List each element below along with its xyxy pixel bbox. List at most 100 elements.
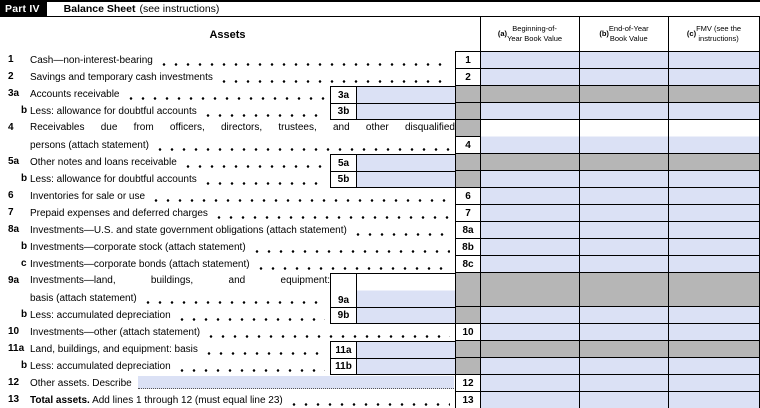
shaded-cell-11a-a	[480, 341, 579, 358]
dot-leader	[202, 343, 325, 356]
line-11a-label: Land, buildings, and equipment: basis	[30, 344, 198, 355]
field-12-describe[interactable]	[137, 376, 454, 389]
line-8b-label: Investments—corporate stock (attach stat…	[30, 242, 246, 253]
line-6-box: 6	[455, 188, 480, 205]
dot-leader	[141, 292, 325, 305]
dot-leader	[153, 139, 450, 152]
field-2b[interactable]	[579, 69, 668, 86]
field-1c[interactable]	[668, 52, 760, 69]
field-12a[interactable]	[480, 375, 579, 392]
field-9a-amount[interactable]	[356, 273, 455, 307]
row-10-investments-other: 10 Investments—other (attach statement) …	[0, 324, 760, 341]
line-4-label: Receivables due from officers, directors…	[30, 122, 455, 133]
field-2c[interactable]	[668, 69, 760, 86]
field-11b-c[interactable]	[668, 358, 760, 375]
field-3b-amount[interactable]	[356, 103, 455, 120]
col-a-header: (a) Beginning-of- Year Book Value	[480, 17, 579, 52]
col-b-header: (b) End-of-Year Book Value	[579, 17, 668, 52]
field-11b-a[interactable]	[480, 358, 579, 375]
field-11b-b[interactable]	[579, 358, 668, 375]
field-3a-amount[interactable]	[356, 86, 455, 103]
dot-leader	[212, 207, 450, 220]
field-7b[interactable]	[579, 205, 668, 222]
field-9b-c[interactable]	[668, 307, 760, 324]
shaded-cell-5a-a	[480, 154, 579, 171]
field-5a-amount[interactable]	[356, 154, 455, 171]
field-11a-amount[interactable]	[356, 341, 455, 358]
field-9b-amount[interactable]	[356, 307, 455, 324]
dot-leader	[201, 105, 325, 118]
field-4c[interactable]	[668, 120, 760, 154]
field-5b-amount[interactable]	[356, 171, 455, 188]
section-title-note: (see instructions)	[139, 3, 220, 15]
field-3b-b[interactable]	[579, 103, 668, 120]
field-13c[interactable]	[668, 392, 760, 408]
field-8c-c[interactable]	[668, 256, 760, 273]
field-6c[interactable]	[668, 188, 760, 205]
field-1a[interactable]	[480, 52, 579, 69]
field-6a[interactable]	[480, 188, 579, 205]
field-8c-b[interactable]	[579, 256, 668, 273]
field-4a[interactable]	[480, 120, 579, 154]
line-12-label: Other assets. Describe	[30, 378, 132, 389]
field-8b-c[interactable]	[668, 239, 760, 256]
field-8c-a[interactable]	[480, 256, 579, 273]
line-3a-number: 3a	[8, 88, 20, 99]
line-2-number: 2	[8, 71, 14, 82]
dot-leader	[250, 241, 450, 254]
line-5b-number: b	[21, 173, 28, 184]
field-2a[interactable]	[480, 69, 579, 86]
field-10c[interactable]	[668, 324, 760, 341]
line-11a-number: 11a	[8, 343, 25, 354]
field-8b-b[interactable]	[579, 239, 668, 256]
field-8a-c[interactable]	[668, 222, 760, 239]
field-5b-b[interactable]	[579, 171, 668, 188]
shaded-numcol-9a	[455, 273, 480, 307]
field-4b[interactable]	[579, 120, 668, 154]
line-8c-box: 8c	[455, 256, 480, 273]
field-12b[interactable]	[579, 375, 668, 392]
field-8b-a[interactable]	[480, 239, 579, 256]
field-8a-a[interactable]	[480, 222, 579, 239]
field-3b-a[interactable]	[480, 103, 579, 120]
shaded-numcol-11a	[455, 341, 480, 358]
field-3b-c[interactable]	[668, 103, 760, 120]
row-13-total-assets: 13 Total assets. Add lines 1 through 12 …	[0, 392, 760, 408]
field-10a[interactable]	[480, 324, 579, 341]
shaded-cell-11a-c	[668, 341, 760, 358]
field-5b-a[interactable]	[480, 171, 579, 188]
dot-leader	[201, 173, 325, 186]
field-7a[interactable]	[480, 205, 579, 222]
col-c-header: (c) FMV (see the instructions)	[668, 17, 760, 52]
field-10b[interactable]	[579, 324, 668, 341]
field-5b-c[interactable]	[668, 171, 760, 188]
field-7c[interactable]	[668, 205, 760, 222]
field-12c[interactable]	[668, 375, 760, 392]
line-3b-number: b	[21, 105, 28, 116]
line-8c-label: Investments—corporate bonds (attach stat…	[30, 259, 250, 270]
field-8a-b[interactable]	[579, 222, 668, 239]
assets-heading: Assets	[209, 28, 246, 41]
field-13b[interactable]	[579, 392, 668, 408]
line-10-number: 10	[8, 326, 20, 337]
row-5a-other-notes: 5a Other notes and loans receivable 5a	[0, 154, 760, 171]
field-11b-amount[interactable]	[356, 358, 455, 375]
field-1b[interactable]	[579, 52, 668, 69]
row-3a-accounts-receivable: 3a Accounts receivable 3a	[0, 86, 760, 103]
shaded-numcol-4	[456, 120, 480, 137]
dot-leader	[175, 360, 325, 373]
row-8a-investments-gov: 8a Investments—U.S. and state government…	[0, 222, 760, 239]
field-6b[interactable]	[579, 188, 668, 205]
line-8c-number: c	[21, 258, 27, 269]
line-3b-label: Less: allowance for doubtful accounts	[30, 106, 197, 117]
line-9b-label: Less: accumulated depreciation	[30, 310, 171, 321]
line-6-number: 6	[8, 190, 14, 201]
field-9b-b[interactable]	[579, 307, 668, 324]
line-13-label-bold: Total assets.	[30, 395, 90, 406]
row-9a-investments-land: 9a Investments—land, buildings, and equi…	[0, 273, 760, 307]
line-5b-label: Less: allowance for doubtful accounts	[30, 174, 197, 185]
line-3b-box: 3b	[330, 103, 356, 120]
row-9b-accumulated-depreciation: b Less: accumulated depreciation 9b	[0, 307, 760, 324]
field-9b-a[interactable]	[480, 307, 579, 324]
field-13a[interactable]	[480, 392, 579, 408]
